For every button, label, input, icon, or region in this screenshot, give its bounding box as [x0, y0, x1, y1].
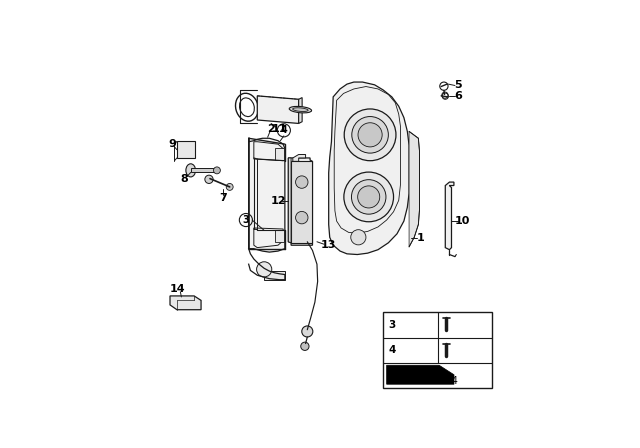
Bar: [275, 148, 284, 160]
Bar: [191, 168, 216, 172]
Polygon shape: [409, 131, 419, 247]
Text: 5: 5: [454, 81, 462, 90]
Bar: [383, 313, 492, 388]
Polygon shape: [289, 158, 291, 243]
Polygon shape: [293, 155, 305, 161]
Polygon shape: [299, 98, 302, 124]
Circle shape: [296, 211, 308, 224]
Text: 8: 8: [180, 174, 188, 184]
Polygon shape: [289, 158, 312, 245]
Polygon shape: [254, 142, 283, 161]
Text: 4: 4: [388, 345, 396, 355]
Polygon shape: [291, 161, 312, 243]
Circle shape: [351, 230, 366, 245]
Bar: [264, 271, 285, 280]
Text: 14: 14: [170, 284, 186, 294]
Ellipse shape: [186, 164, 196, 177]
Text: 12: 12: [271, 196, 286, 207]
Text: 10: 10: [455, 216, 470, 226]
Polygon shape: [445, 182, 454, 250]
Ellipse shape: [292, 108, 308, 112]
Text: 13: 13: [320, 240, 336, 250]
Text: 3: 3: [388, 320, 396, 330]
Polygon shape: [257, 96, 299, 124]
Ellipse shape: [289, 107, 312, 113]
Text: 2: 2: [267, 124, 275, 134]
Text: 6: 6: [454, 91, 462, 101]
Polygon shape: [249, 138, 285, 252]
Circle shape: [344, 109, 396, 161]
Circle shape: [226, 184, 233, 190]
Text: 1: 1: [416, 233, 424, 243]
Text: 7: 7: [219, 193, 227, 203]
Polygon shape: [254, 228, 283, 248]
Text: 3: 3: [243, 215, 249, 225]
Polygon shape: [329, 82, 409, 254]
Polygon shape: [387, 365, 454, 384]
Circle shape: [296, 176, 308, 188]
Circle shape: [257, 262, 272, 277]
Circle shape: [351, 180, 386, 214]
Circle shape: [358, 123, 382, 147]
Text: 4: 4: [280, 125, 287, 135]
Circle shape: [214, 167, 220, 174]
Circle shape: [302, 326, 313, 337]
Circle shape: [205, 175, 213, 184]
Text: 9: 9: [168, 139, 176, 149]
Bar: [177, 142, 195, 158]
Text: 324104: 324104: [422, 376, 458, 387]
Circle shape: [352, 116, 388, 153]
Circle shape: [344, 172, 394, 222]
Ellipse shape: [239, 98, 254, 116]
Circle shape: [358, 186, 380, 208]
Circle shape: [301, 342, 309, 350]
Polygon shape: [170, 296, 201, 310]
Bar: [275, 230, 284, 242]
Text: 11: 11: [272, 124, 287, 134]
